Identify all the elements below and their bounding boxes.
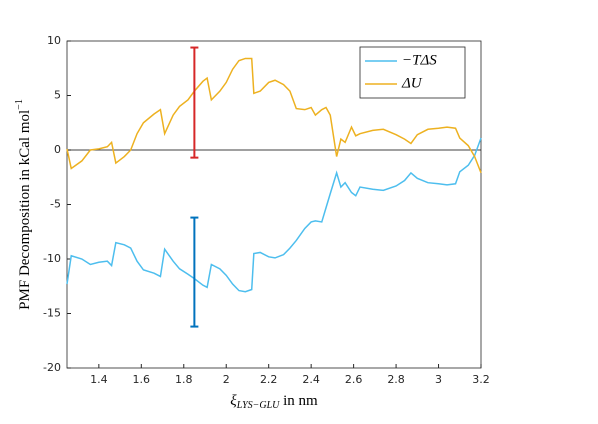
x-tick-label: 1.8 <box>175 373 193 386</box>
x-tick-label: 2 <box>223 373 230 386</box>
y-axis-label-main: PMF Decomposition in kCal mol <box>17 110 33 310</box>
error-bar <box>190 216 199 328</box>
x-tick-label: 3 <box>435 373 442 386</box>
y-tick-label: -20 <box>43 361 61 374</box>
x-axis-label: ξLYS−GLU in nm <box>230 393 318 411</box>
x-tick-label: 2.4 <box>302 373 320 386</box>
y-tick-label: -5 <box>50 198 61 211</box>
y-axis-label-sup: −1 <box>14 99 25 110</box>
x-tick-label: 2.8 <box>387 373 405 386</box>
x-tick-label: 1.4 <box>90 373 108 386</box>
legend-label: ΔU <box>401 75 423 91</box>
series-line <box>66 57 482 174</box>
y-tick-label: 0 <box>54 143 61 156</box>
legend-box <box>359 46 466 99</box>
series-line <box>66 137 482 293</box>
error-bar <box>190 46 199 159</box>
y-tick-label: -15 <box>43 307 61 320</box>
y-tick-label: 10 <box>47 34 61 47</box>
y-tick-label: -10 <box>43 252 61 265</box>
y-tick-label: 5 <box>54 89 61 102</box>
y-axis-label: PMF Decomposition in kCal mol−1 <box>14 99 33 310</box>
x-tick-label: 2.2 <box>260 373 278 386</box>
x-tick-label: 2.6 <box>345 373 363 386</box>
x-tick-label: 3.2 <box>472 373 490 386</box>
x-axis-label-main: ξ <box>230 393 237 409</box>
legend-label: −TΔS <box>402 52 437 68</box>
x-tick-label: 1.6 <box>133 373 151 386</box>
x-axis-label-suffix: in nm <box>279 393 318 409</box>
x-axis-label-sub: LYS−GLU <box>236 400 280 411</box>
